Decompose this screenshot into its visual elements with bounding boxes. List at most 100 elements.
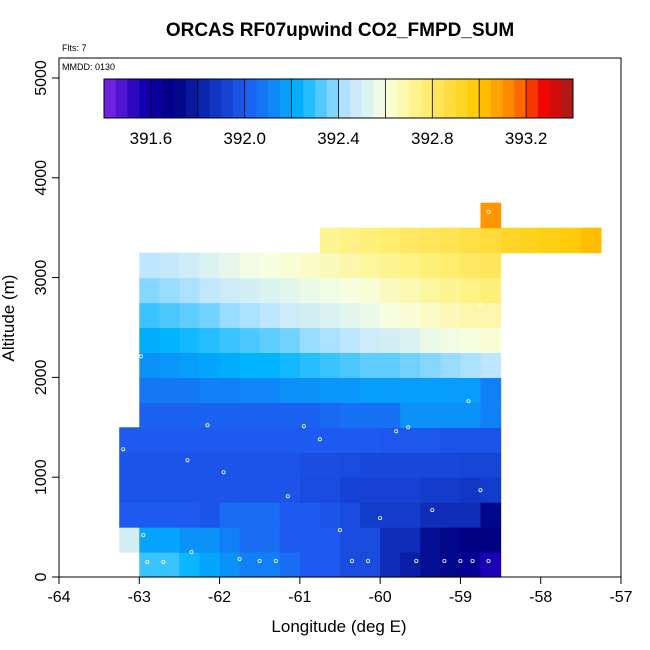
sample-point — [458, 559, 463, 564]
heatmap-cell — [179, 552, 201, 578]
heatmap-cell — [460, 302, 482, 329]
heatmap-cell — [259, 327, 281, 354]
heatmap-cell — [340, 552, 361, 578]
heatmap-cell — [299, 502, 321, 528]
heatmap-cell — [299, 377, 321, 403]
heatmap-cell — [119, 427, 140, 453]
x-tick-label: -62 — [208, 589, 231, 606]
heatmap-cell — [360, 402, 381, 428]
heatmap-cell — [179, 302, 201, 329]
heatmap-cell — [319, 402, 341, 428]
x-tick-label: -64 — [47, 589, 70, 606]
heatmap-cell — [480, 527, 502, 553]
heatmap-cell — [319, 377, 341, 403]
heatmap-cell — [400, 352, 421, 378]
colorbar-segment — [373, 79, 386, 118]
heatmap-cell — [139, 327, 160, 354]
heatmap-cell — [360, 327, 381, 354]
sample-point — [466, 399, 471, 404]
heatmap-cell — [420, 252, 441, 279]
heatmap-cell — [319, 302, 341, 329]
heatmap-cell — [239, 302, 261, 329]
heatmap-cell — [219, 377, 241, 403]
heatmap-cell — [360, 427, 381, 453]
heatmap-cell — [480, 502, 502, 528]
heatmap-cell — [319, 252, 341, 279]
heatmap-cell — [299, 402, 321, 428]
sample-point — [145, 560, 150, 565]
sample-point — [366, 559, 371, 564]
heatmap-cell — [299, 327, 321, 354]
heatmap-cell — [239, 502, 261, 528]
heatmap-cell — [219, 552, 241, 578]
heatmap-cell — [340, 402, 361, 428]
heatmap-cell — [340, 477, 361, 503]
heatmap-cell — [199, 552, 221, 578]
heatmap-cell — [480, 352, 502, 378]
colorbar-segment — [350, 79, 363, 118]
y-tick-label: 4000 — [33, 160, 50, 196]
sample-point — [205, 423, 210, 428]
heatmap-cell — [199, 452, 221, 478]
colorbar-segment — [420, 79, 433, 118]
heatmap-cell — [319, 452, 341, 478]
heatmap-cell — [319, 527, 341, 553]
heatmap-cell — [299, 552, 321, 578]
heatmap-cell — [299, 277, 321, 304]
heatmap-cell — [360, 502, 381, 528]
heatmap-cell — [219, 302, 241, 329]
heatmap-cell — [199, 377, 221, 403]
heatmap-cell — [139, 302, 160, 329]
heatmap-cell — [380, 427, 401, 453]
heatmap-cell — [440, 302, 462, 329]
heatmap-cell — [159, 452, 181, 478]
x-axis-label: Longitude (deg E) — [271, 617, 406, 636]
heatmap-cell — [199, 327, 221, 354]
heatmap-cell — [319, 502, 341, 528]
heatmap-cell — [380, 252, 401, 279]
heatmap-cell — [279, 502, 301, 528]
heatmap-cell — [340, 302, 361, 329]
heatmap-cell — [340, 427, 361, 453]
x-axis: -64 -63 -62 -61 -60 -59 -58 -57 — [47, 577, 633, 606]
heatmap-cell — [299, 352, 321, 378]
heatmap-cell — [440, 477, 462, 503]
heatmap-cell — [480, 302, 502, 329]
heatmap-cell — [199, 277, 221, 304]
colorbar-segment — [432, 79, 445, 118]
heatmap-cell — [360, 252, 381, 279]
heatmap-cell — [460, 502, 482, 528]
heatmap-cell — [319, 227, 341, 254]
sample-point — [237, 557, 242, 562]
heatmap-cell — [319, 327, 341, 354]
x-tick-label: -61 — [288, 589, 311, 606]
sample-point — [285, 494, 290, 499]
heatmap-cell — [119, 502, 140, 528]
colorbar-segment — [221, 79, 234, 118]
heatmap-cell — [139, 352, 160, 378]
heatmap-cell — [299, 527, 321, 553]
heatmap-cell — [239, 277, 261, 304]
heatmap-cell — [480, 252, 502, 279]
heatmap-cell — [420, 527, 441, 553]
heatmap-cell — [159, 252, 181, 279]
colorbar-segment — [209, 79, 222, 118]
heatmap-cell — [179, 377, 201, 403]
heatmap-cell — [440, 402, 462, 428]
x-tick-label: -60 — [369, 589, 392, 606]
sample-point — [161, 560, 166, 565]
heatmap-cell — [420, 452, 441, 478]
heatmap-cell — [179, 477, 201, 503]
sample-point — [478, 302, 483, 307]
heatmap-cell — [219, 277, 241, 304]
heatmap-cell — [159, 552, 181, 578]
heatmap-cell — [360, 452, 381, 478]
colorbar-segment — [514, 79, 527, 118]
colorbar-segment — [338, 79, 351, 118]
heatmap-cell — [360, 552, 381, 578]
sample-point — [349, 559, 354, 564]
heatmap-cell — [279, 352, 301, 378]
heatmap-cell — [159, 327, 181, 354]
heatmap-cell — [440, 327, 462, 354]
